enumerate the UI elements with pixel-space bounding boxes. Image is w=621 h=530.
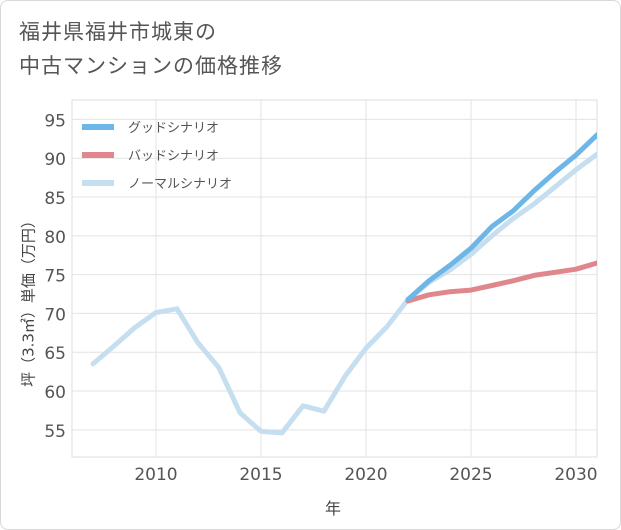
y-tick-label: 60	[44, 383, 66, 403]
y-tick-label: 80	[44, 228, 66, 248]
legend-label: バッドシナリオ	[128, 149, 219, 164]
x-tick-label: 2020	[344, 465, 387, 485]
series-lines	[90, 132, 597, 436]
x-tick-labels: 2010 2015 2020 2025 2030	[134, 465, 597, 485]
grid-lines	[71, 99, 598, 458]
chart-title: 福井県福井市城東の 中古マンションの価格推移	[19, 15, 283, 83]
y-tick-label: 55	[44, 422, 66, 442]
y-tick-label: 70	[44, 305, 66, 325]
x-tick-label: 2025	[449, 465, 492, 485]
x-tick-label: 2030	[554, 465, 597, 485]
y-tick-labels: 55 60 65 70 75 80 85 90 95	[44, 111, 66, 441]
series-good-line	[405, 132, 597, 302]
legend-label: グッドシナリオ	[128, 121, 219, 136]
plot-border	[71, 99, 598, 458]
y-tick-label: 65	[44, 344, 66, 364]
series-bad-line	[405, 260, 597, 304]
series-normal-line	[90, 151, 597, 436]
chart-title-line-1: 福井県福井市城東の	[19, 20, 217, 44]
y-axis-label-wrap: 坪（3.3㎡）単価（万円）	[8, 200, 48, 400]
y-tick-label: 75	[44, 267, 66, 287]
y-tick-label: 95	[44, 111, 66, 131]
x-tick-label: 2015	[239, 465, 282, 485]
y-axis-label: 坪（3.3㎡）単価（万円）	[19, 213, 38, 387]
legend-label: ノーマルシナリオ	[128, 177, 232, 192]
y-tick-label: 85	[44, 189, 66, 209]
chart-title-line-2: 中古マンションの価格推移	[19, 54, 283, 78]
x-axis-label: 年	[325, 499, 341, 518]
x-tick-label: 2010	[134, 465, 177, 485]
y-tick-label: 90	[44, 150, 66, 170]
